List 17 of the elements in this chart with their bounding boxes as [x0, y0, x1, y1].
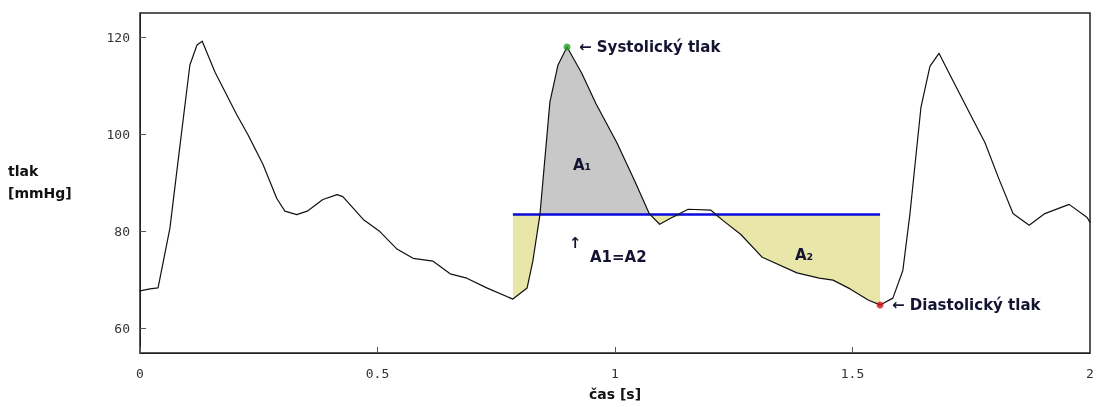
- y-tick-label: 80: [114, 224, 130, 240]
- annotation: ↑: [569, 234, 582, 252]
- annotation: ← Systolický tlak: [579, 38, 722, 56]
- y-axis-title: tlak [mmHg]: [8, 163, 72, 201]
- x-tick-label: 1: [611, 366, 619, 381]
- x-tick-label: 2: [1086, 366, 1094, 381]
- y-tick-label: 60: [114, 321, 130, 337]
- annotation: A₁: [573, 156, 592, 174]
- x-axis-title: čas [s]: [588, 386, 642, 402]
- annotation: A₂: [795, 246, 814, 264]
- x-tick-label: 1.5: [840, 366, 865, 381]
- y-tick-label: 120: [106, 29, 130, 45]
- x-tick-label: 0: [136, 366, 144, 381]
- x-tick-label: 0.5: [365, 366, 390, 381]
- y-tick-label: 100: [106, 126, 130, 142]
- annotation: ← Diastolický tlak: [892, 295, 1042, 314]
- annotation: A1=A2: [590, 248, 647, 266]
